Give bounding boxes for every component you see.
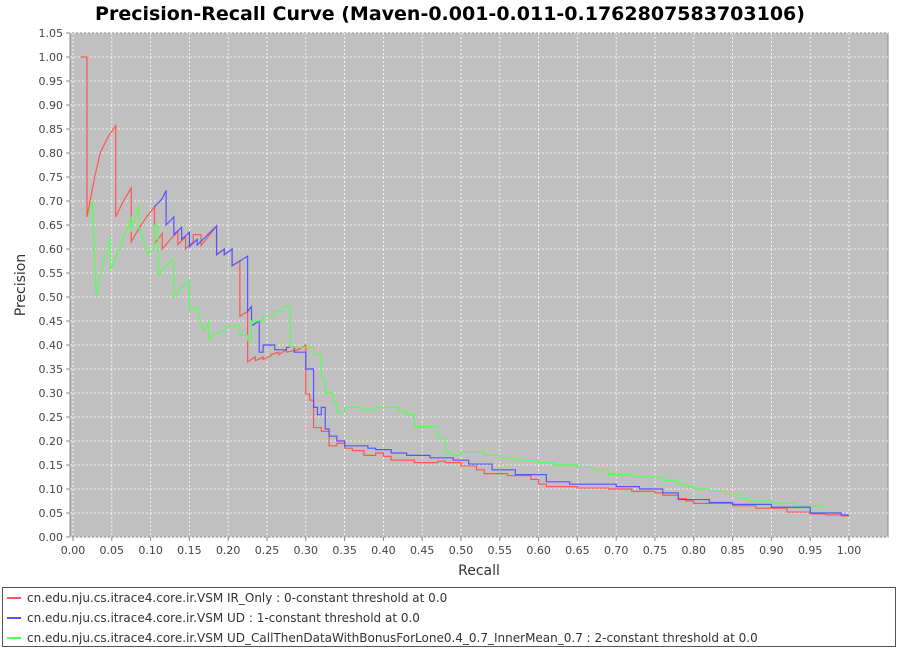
x-tick-label: 0.60: [526, 544, 551, 557]
x-tick-label: 0.40: [371, 544, 396, 557]
y-tick-label: 0.30: [39, 387, 64, 400]
y-tick-label: 1.05: [39, 27, 64, 40]
y-tick-label: 0.80: [39, 147, 64, 160]
x-tick-label: 0.00: [61, 544, 86, 557]
y-tick-label: 0.15: [39, 459, 64, 472]
x-tick-label: 0.50: [449, 544, 474, 557]
legend-item-series-1: cn.edu.nju.cs.itrace4.core.ir.VSM UD : 1…: [7, 608, 420, 628]
legend-swatch-series-1: [7, 617, 21, 619]
x-tick-label: 0.95: [798, 544, 823, 557]
legend-swatch-series-2: [7, 637, 21, 639]
legend-swatch-series-0: [7, 597, 21, 599]
x-tick-label: 0.30: [294, 544, 319, 557]
x-tick-label: 0.85: [720, 544, 745, 557]
y-tick-label: 0.10: [39, 483, 64, 496]
x-tick-label: 0.55: [488, 544, 513, 557]
chart-title: Precision-Recall Curve (Maven-0.001-0.01…: [95, 3, 805, 25]
x-tick-label: 0.70: [604, 544, 629, 557]
axis-layer: 0.00 0.05 0.10 0.15 0.20 0.25 0.30 0.35 0.40 0.45…: [39, 27, 862, 557]
y-tick-label: 0.05: [39, 507, 64, 520]
legend-label-series-2: cn.edu.nju.cs.itrace4.core.ir.VSM UD_Cal…: [27, 631, 758, 645]
legend-item-series-2: cn.edu.nju.cs.itrace4.core.ir.VSM UD_Cal…: [7, 628, 758, 648]
y-tick-label: 0.45: [39, 315, 64, 328]
y-tick-label: 0.65: [39, 219, 64, 232]
x-tick-label: 0.45: [410, 544, 435, 557]
chart-svg: Precision-Recall Curve (Maven-0.001-0.01…: [13, 3, 889, 579]
y-axis-label: Precision: [13, 254, 29, 316]
series-layer: [80, 56, 849, 517]
legend-item-series-0: cn.edu.nju.cs.itrace4.core.ir.VSM IR_Onl…: [7, 588, 447, 608]
legend-label-series-0: cn.edu.nju.cs.itrace4.core.ir.VSM IR_Onl…: [27, 591, 448, 605]
x-tick-label: 0.65: [565, 544, 590, 557]
legend-label-series-1: cn.edu.nju.cs.itrace4.core.ir.VSM UD : 1…: [27, 611, 420, 625]
x-axis-label: Recall: [458, 563, 500, 579]
x-tick-label: 0.20: [216, 544, 241, 557]
y-tick-label: 0.85: [39, 123, 64, 136]
x-tick-label: 0.10: [138, 544, 163, 557]
x-tick-label: 0.25: [255, 544, 280, 557]
x-tick-label: 0.90: [759, 544, 784, 557]
y-tick-label: 1.00: [39, 51, 64, 64]
grid-layer: [70, 32, 888, 538]
y-tick-label: 0.25: [39, 411, 64, 424]
y-tick-label: 0.35: [39, 363, 64, 376]
y-tick-label: 0.00: [39, 531, 64, 544]
x-tick-label: 0.05: [100, 544, 125, 557]
y-tick-label: 0.50: [39, 291, 64, 304]
y-tick-label: 0.40: [39, 339, 64, 352]
x-tick-label: 0.75: [643, 544, 668, 557]
y-tick-label: 0.90: [39, 99, 64, 112]
series-line-1: [154, 190, 849, 516]
y-tick-label: 0.60: [39, 243, 64, 256]
plot-area: [69, 32, 889, 538]
x-tick-label: 1.00: [837, 544, 862, 557]
series-line-2: [87, 200, 826, 507]
x-tick-label: 0.80: [682, 544, 707, 557]
y-tick-label: 0.95: [39, 75, 64, 88]
y-tick-label: 0.75: [39, 171, 64, 184]
legend: cn.edu.nju.cs.itrace4.core.ir.VSM IR_Onl…: [2, 587, 896, 647]
y-tick-label: 0.70: [39, 195, 64, 208]
x-tick-label: 0.35: [332, 544, 357, 557]
y-tick-label: 0.55: [39, 267, 64, 280]
x-tick-label: 0.15: [177, 544, 202, 557]
y-tick-label: 0.20: [39, 435, 64, 448]
